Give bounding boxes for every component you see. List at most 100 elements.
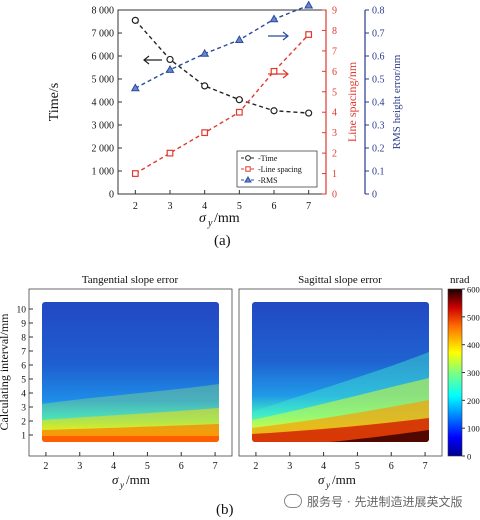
- data-point-line-spacing: [270, 67, 278, 75]
- y-left-tick-label: 6 000: [92, 52, 115, 63]
- data-point-time: [235, 96, 243, 104]
- x-axis-title-unit: /mm: [214, 211, 240, 226]
- y-axis-title-time: Time/s: [47, 83, 62, 121]
- data-point-rms: [130, 83, 140, 92]
- colorbar-unit-label: nrad: [450, 274, 470, 286]
- y-axis-title-line-spacing: Line spacing/nm: [345, 61, 359, 142]
- heatmap-title-sagittal: Sagittal slope error: [298, 274, 382, 286]
- data-point-line-spacing: [166, 149, 174, 157]
- heatmap-x-axis-sagittal: 2 3 4 5 6 7: [253, 452, 428, 472]
- heatmap-y-tick-label: 5: [21, 376, 26, 386]
- panel-label-a: (a): [214, 233, 231, 249]
- y-right1-tick-label: 3: [332, 128, 337, 139]
- heatmap-panel: Tangential slope error Sagittal slope er…: [0, 274, 480, 518]
- heatmap-x-title-2-sub: y: [325, 480, 330, 490]
- heatmap-title-tangential: Tangential slope error: [82, 274, 179, 286]
- heatmap-x-title-2-unit: /mm: [332, 472, 356, 487]
- heatmap-x-title-1-unit: /mm: [126, 472, 150, 487]
- series-line-line-spacing: [134, 34, 310, 175]
- y-right1-tick-label: 8: [332, 26, 337, 37]
- x-tick-label: 2: [133, 201, 138, 212]
- heatmap-y-axis-title: Calculating interval/mm: [0, 313, 11, 431]
- x-axis: 2 3 4 5 6 7: [133, 190, 311, 212]
- heatmap-y-axis: 1 2 3 4 5 6 7 8 9 10: [17, 306, 33, 442]
- colorbar-tick-label: 100: [467, 424, 480, 434]
- y-right2-tick-label: 0.8: [372, 6, 385, 17]
- y-left-tick-label: 4 000: [92, 98, 115, 109]
- heatmap-y-tick-label: 10: [17, 306, 27, 316]
- y-right1-tick-label: 4: [332, 108, 337, 119]
- colorbar: [447, 288, 463, 457]
- heatmap-x-tick-label: 6: [389, 461, 394, 472]
- legend-item-time: -Time: [241, 154, 278, 163]
- y-right1-tick-label: 6: [332, 67, 337, 78]
- y-right2-tick-label: 0.3: [372, 121, 385, 132]
- heatmap-y-tick-label: 9: [21, 320, 26, 330]
- x-axis-title-subscript: y: [207, 218, 213, 229]
- y-left-tick-label: 5 000: [92, 75, 115, 86]
- x-tick-label: 3: [168, 201, 173, 212]
- heatmap-x-tick-label: 6: [179, 461, 184, 472]
- legend: -Time -Line spacing -RMS: [236, 150, 318, 188]
- colorbar-tick-label: 500: [467, 312, 480, 322]
- heatmap-y-tick-label: 7: [21, 348, 26, 358]
- heatmap-x-tick-label: 5: [355, 461, 360, 472]
- y-left-tick-label: 8 000: [92, 6, 115, 17]
- data-point-rms: [234, 35, 244, 43]
- data-point-rms: [269, 14, 279, 23]
- y-right2-tick-label: 0.1: [372, 167, 385, 178]
- x-tick-label: 5: [237, 201, 242, 212]
- x-tick-label: 4: [202, 201, 207, 212]
- panel-label-b: (b): [216, 502, 234, 518]
- heatmap-x-title-1: σ: [112, 472, 119, 487]
- y-right1-tick-label: 2: [332, 149, 337, 160]
- data-point-rms: [304, 0, 314, 9]
- svg-text:-Time: -Time: [258, 154, 278, 163]
- y-right2-tick-label: 0.4: [372, 98, 385, 109]
- heatmap-x-title-1-sub: y: [119, 480, 124, 490]
- arrow-time-left-icon: [143, 55, 162, 65]
- arrow-rms-right-icon: [268, 31, 289, 41]
- y-right1-tick-label: 5: [332, 87, 337, 98]
- y-right2-tick-label: 0.5: [372, 75, 385, 86]
- y-left-tick-label: 7 000: [92, 29, 115, 40]
- heatmap-x-tick-label: 4: [111, 461, 116, 472]
- wechat-icon: [284, 494, 302, 508]
- y-left-tick-label: 3 000: [92, 121, 115, 132]
- colorbar-ticks: 0 100 200 300 400 500 600: [462, 285, 480, 462]
- colorbar-tick-label: 600: [467, 285, 480, 295]
- right-y-axis-rms: 0 0.1 0.2 0.3 0.4 0.5 0.6 0.7 0.8: [364, 6, 385, 201]
- heatmap-x-axis-tangential: 2 3 4 5 6 7: [43, 452, 218, 472]
- heatmap-x-title-2: σ: [318, 472, 325, 487]
- left-y-axis: 0 1 000 2 000 3 000 4 000 5 000 6 000 7 000 8 00…: [92, 6, 122, 201]
- y-right2-tick-label: 0.6: [372, 52, 385, 63]
- svg-text:-Line spacing: -Line spacing: [258, 165, 302, 174]
- heatmap-y-tick-label: 1: [21, 432, 26, 442]
- data-point-time: [270, 107, 278, 115]
- watermark-text: 服务号 · 先进制造进展英文版: [307, 495, 463, 509]
- arrow-line-spacing-right-icon: [268, 69, 289, 79]
- x-tick-label: 7: [306, 201, 311, 212]
- y-right2-tick-label: 0: [372, 190, 377, 201]
- y-left-tick-label: 2 000: [92, 144, 115, 155]
- heatmap-y-tick-label: 6: [21, 362, 26, 372]
- colorbar-tick-label: 400: [467, 340, 480, 350]
- heatmap-x-tick-label: 2: [43, 461, 48, 472]
- data-point-line-spacing: [235, 108, 243, 116]
- heatmap-x-tick-label: 7: [423, 461, 428, 472]
- data-point-line-spacing: [201, 129, 209, 137]
- heatmap-x-tick-label: 5: [145, 461, 150, 472]
- y-right2-tick-label: 0.7: [372, 29, 385, 40]
- heatmap-x-tick-label: 3: [77, 461, 82, 472]
- y-right1-tick-label: 1: [332, 169, 337, 180]
- watermark: 服务号 · 先进制造进展英文版: [284, 493, 462, 510]
- heatmap-y-tick-label: 8: [21, 334, 26, 344]
- data-point-time: [201, 82, 209, 90]
- heatmap-y-tick-label: 3: [21, 404, 26, 414]
- data-point-rms: [165, 64, 175, 73]
- heatmap-x-tick-label: 4: [321, 461, 326, 472]
- y-left-tick-label: 0: [109, 190, 114, 201]
- y-right2-tick-label: 0.2: [372, 144, 385, 155]
- data-point-time: [131, 16, 139, 24]
